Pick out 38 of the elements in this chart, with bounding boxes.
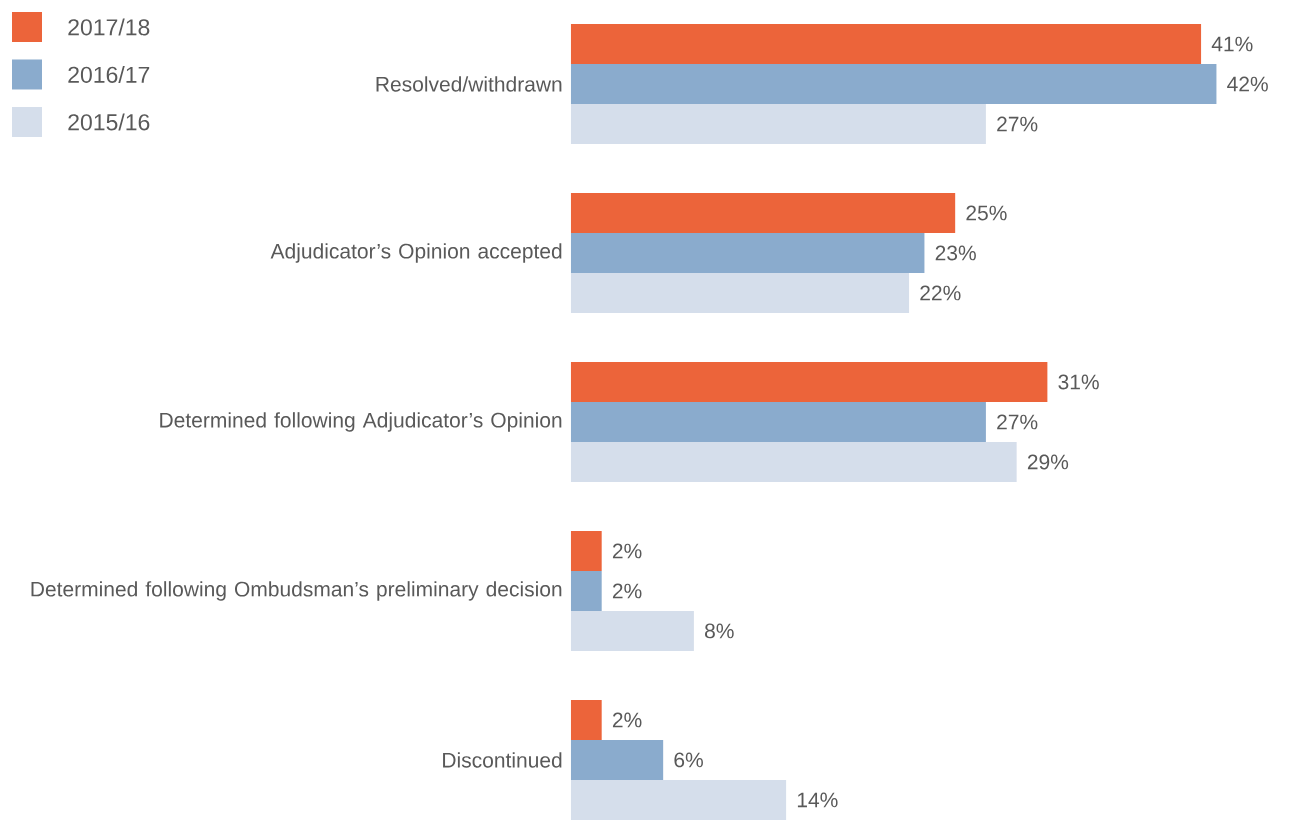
bar <box>570 64 1217 105</box>
data-label: 42% <box>1227 76 1268 92</box>
bar <box>570 530 602 571</box>
data-label: 31% <box>1058 374 1099 390</box>
data-label: 41% <box>1211 36 1253 52</box>
bar <box>570 699 602 740</box>
bar <box>570 233 925 273</box>
legend-label: 2015/16 <box>68 113 150 131</box>
bar <box>570 24 1202 65</box>
bar <box>570 610 694 651</box>
bar <box>570 361 1048 402</box>
bar <box>570 570 602 611</box>
data-label: 25% <box>966 205 1007 221</box>
bar <box>570 193 956 234</box>
data-label: 23% <box>935 245 976 261</box>
data-label: 2% <box>612 583 642 599</box>
data-label: 27% <box>997 414 1038 430</box>
y-tick-label: Determined following Ombudsman’s preliminary decision <box>31 581 562 601</box>
bar <box>570 104 986 145</box>
data-label: 29% <box>1027 454 1069 470</box>
bar <box>570 273 910 313</box>
bar <box>570 779 787 820</box>
data-label: 27% <box>997 116 1038 132</box>
bar <box>570 401 986 442</box>
data-label: 8% <box>705 623 734 639</box>
data-label: 14% <box>797 792 838 808</box>
data-label: 2% <box>612 543 642 559</box>
y-tick-label: Resolved/withdrawn <box>376 76 562 92</box>
data-label: 6% <box>674 752 703 768</box>
data-label: 22% <box>920 285 961 301</box>
y-tick-label: Discontinued <box>443 752 562 768</box>
data-label: 2% <box>612 712 642 728</box>
legend-label: 2017/18 <box>68 18 150 36</box>
legend-label: 2016/17 <box>68 66 150 83</box>
bar <box>570 739 664 780</box>
y-tick-label: Determined following Adjudicator’s Opinion <box>160 412 562 432</box>
bar <box>570 441 1017 482</box>
y-tick-label: Adjudicator’s Opinion accepted <box>270 243 562 263</box>
